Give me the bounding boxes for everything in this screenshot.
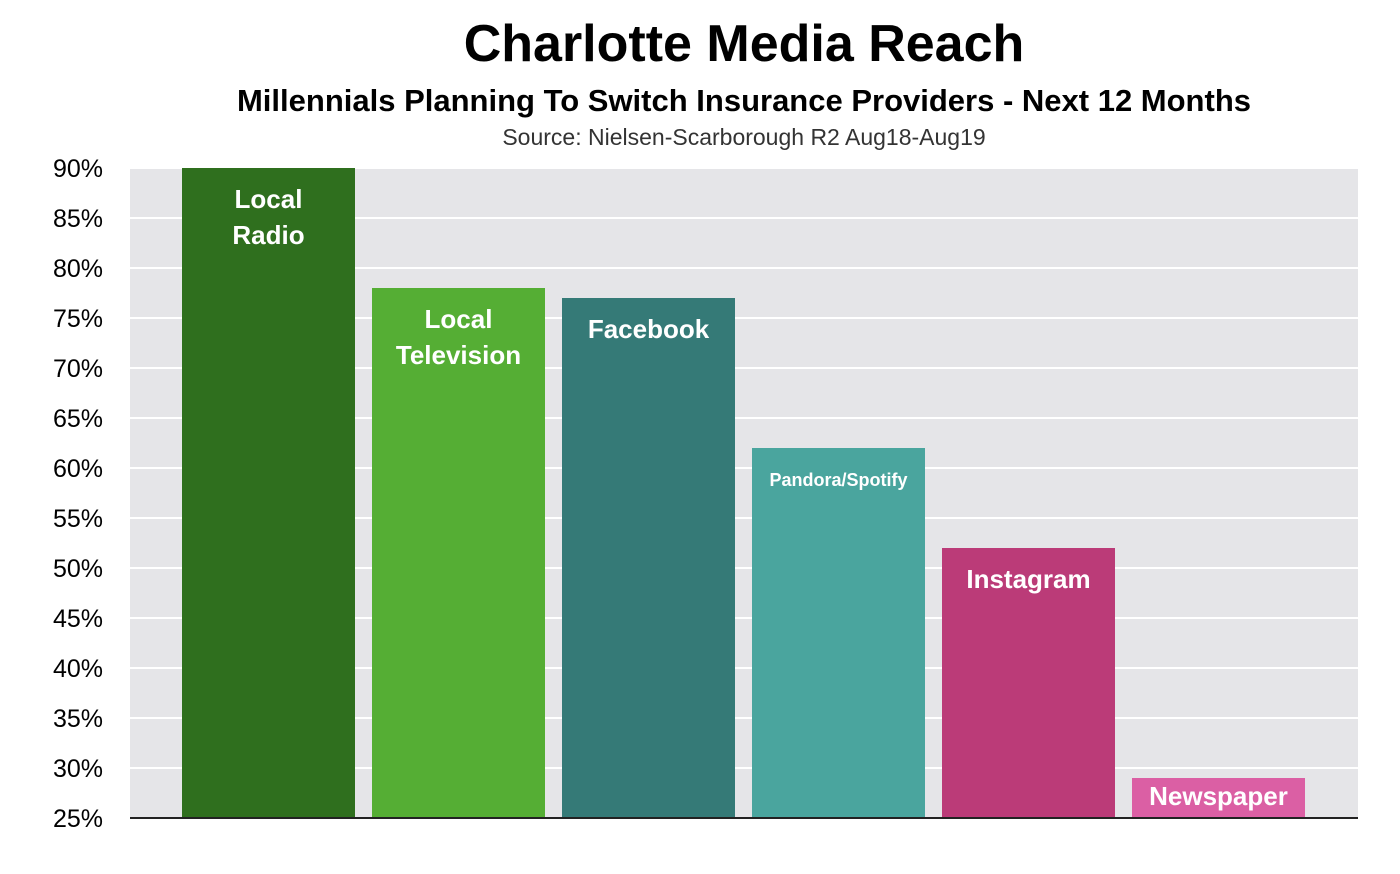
y-tick-label: 75%: [53, 305, 103, 333]
bar-label: Radio: [232, 220, 304, 250]
bar-label: Local: [425, 304, 493, 334]
y-tick-label: 60%: [53, 455, 103, 483]
y-tick-label: 35%: [53, 705, 103, 733]
chart-subtitle: Millennials Planning To Switch Insurance…: [236, 83, 1251, 118]
y-tick-label: 90%: [53, 155, 103, 183]
y-tick-label: 40%: [53, 655, 103, 683]
bar: [562, 298, 735, 818]
bar-label: Newspaper: [1149, 781, 1288, 811]
chart-source: Source: Nielsen-Scarborough R2 Aug18-Aug…: [502, 124, 986, 150]
y-tick-label: 65%: [53, 405, 103, 433]
y-tick-label: 30%: [53, 755, 103, 783]
bar: [1132, 778, 1305, 818]
bar-label: Television: [396, 340, 521, 370]
y-tick-label: 85%: [53, 205, 103, 233]
bar: [752, 448, 925, 818]
y-tick-label: 50%: [53, 555, 103, 583]
bar-label: Facebook: [588, 314, 710, 344]
bar-label: Instagram: [966, 564, 1090, 594]
y-tick-label: 45%: [53, 605, 103, 633]
bar-label: Pandora/Spotify: [769, 470, 907, 490]
y-tick-label: 80%: [53, 255, 103, 283]
y-tick-label: 70%: [53, 355, 103, 383]
bar: [372, 288, 545, 818]
bar: [182, 168, 355, 818]
bar: [942, 548, 1115, 818]
y-tick-label: 25%: [53, 805, 103, 833]
bar-label: Local: [235, 184, 303, 214]
y-tick-label: 55%: [53, 505, 103, 533]
chart-title: Charlotte Media Reach: [463, 15, 1025, 73]
